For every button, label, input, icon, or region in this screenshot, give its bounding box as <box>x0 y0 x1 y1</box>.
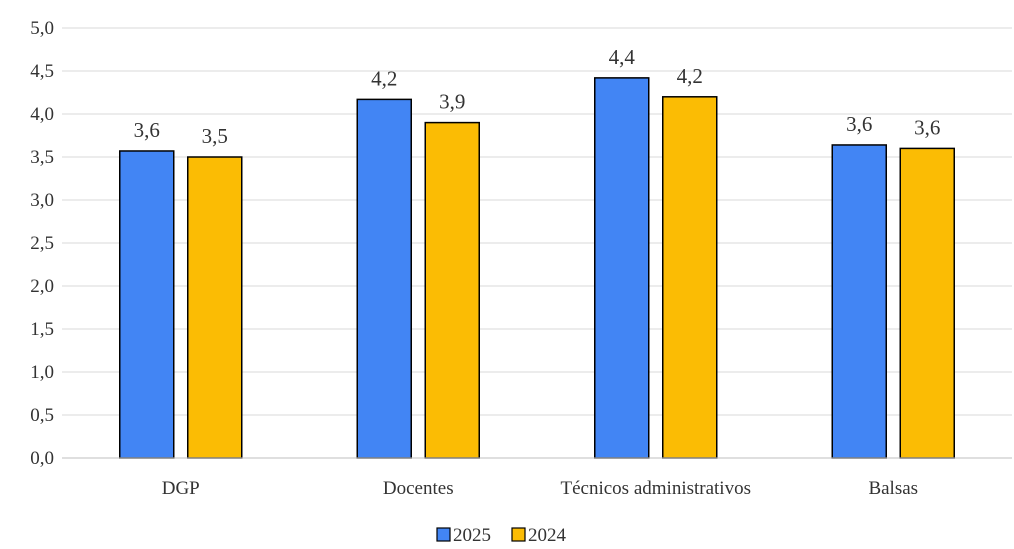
data-labels: 3,6 3,5 4,2 3,9 4,4 4,2 3,6 3,6 <box>134 45 941 148</box>
data-label-2024-3: 3,6 <box>914 115 940 139</box>
y-tick-label: 4,0 <box>30 104 54 125</box>
data-label-2024-2: 4,2 <box>677 64 703 88</box>
y-tick-label: 2,5 <box>30 233 54 254</box>
bar-2024-1 <box>424 121 480 459</box>
bar-2025-3 <box>831 144 887 459</box>
category-label: Docentes <box>383 478 454 499</box>
y-tick-label: 3,5 <box>30 147 54 168</box>
y-tick-label: 4,5 <box>30 61 54 82</box>
bar-2024-0 <box>187 156 243 459</box>
y-tick-label: 2,0 <box>30 276 54 297</box>
y-tick-label: 1,0 <box>30 362 54 383</box>
y-tick-label: 3,0 <box>30 190 54 211</box>
legend-swatch-2025 <box>436 527 451 542</box>
bars <box>119 77 955 459</box>
data-label-2025-1: 4,2 <box>371 66 397 90</box>
category-label: Técnicos administrativos <box>561 478 751 499</box>
y-tick-label: 0,5 <box>30 405 54 426</box>
y-axis-tick-labels: 0,0 0,5 1,0 1,5 2,0 2,5 3,0 3,5 4,0 4,5 5,0 <box>30 18 54 469</box>
legend: 2025 2024 <box>436 525 567 546</box>
data-label-2024-0: 3,5 <box>202 124 228 148</box>
bar-2025-2 <box>594 77 650 459</box>
data-label-2024-1: 3,9 <box>439 90 465 114</box>
category-label: Balsas <box>868 478 918 499</box>
data-label-2025-3: 3,6 <box>846 112 872 136</box>
legend-label-2024: 2024 <box>528 525 567 546</box>
x-axis-category-labels: DGP Docentes Técnicos administrativos Balsa… <box>162 478 918 499</box>
bar-2024-3 <box>899 147 955 459</box>
y-tick-label: 1,5 <box>30 319 54 340</box>
legend-label-2025: 2025 <box>453 525 491 546</box>
y-tick-label: 0,0 <box>30 448 54 469</box>
data-label-2025-2: 4,4 <box>609 45 636 69</box>
category-label: DGP <box>162 478 200 499</box>
bar-2025-0 <box>119 150 175 459</box>
legend-swatch-2024 <box>511 527 526 542</box>
data-label-2025-0: 3,6 <box>134 118 160 142</box>
bar-2025-1 <box>356 98 412 459</box>
bar-2024-2 <box>662 96 718 459</box>
y-tick-label: 5,0 <box>30 18 54 39</box>
